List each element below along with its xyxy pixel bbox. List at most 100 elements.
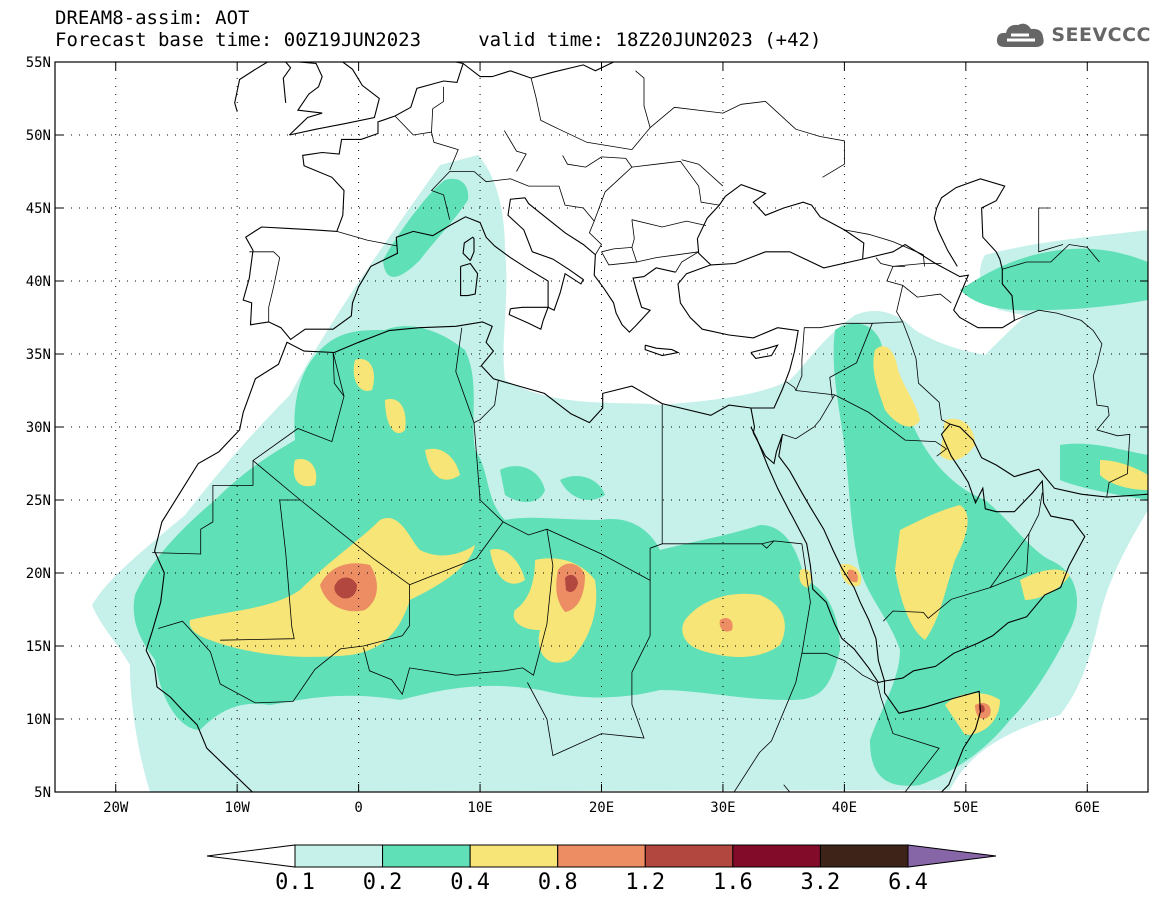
- country-border: [363, 529, 554, 696]
- coastline: [242, 62, 676, 341]
- country-border: [527, 580, 651, 757]
- map-area: [55, 62, 1148, 792]
- coastline: [145, 650, 267, 792]
- country-border: [431, 86, 444, 133]
- y-tick-label: 35N: [26, 347, 51, 363]
- country-border: [631, 219, 706, 228]
- coastline: [750, 407, 1148, 682]
- colorbar-label: 0.8: [538, 870, 578, 895]
- country-border: [829, 321, 903, 398]
- colorbar-lower-arrow: [206, 844, 296, 868]
- colorbar-segment: [557, 844, 646, 868]
- country-border: [1014, 309, 1131, 498]
- colorbar-label: 1.2: [625, 870, 665, 895]
- country-border: [562, 155, 633, 168]
- colorbar-upper-arrow: [907, 844, 997, 868]
- country-border: [530, 70, 651, 151]
- y-tick-label: 50N: [26, 128, 51, 144]
- coastline: [644, 344, 680, 357]
- coastline: [750, 426, 885, 684]
- country-border: [785, 381, 797, 391]
- coastline: [750, 344, 779, 359]
- colorbar-label: 6.4: [888, 870, 928, 895]
- y-tick-label: 15N: [26, 639, 51, 655]
- coastline: [462, 236, 475, 261]
- colorbar-label: 1.6: [713, 870, 753, 895]
- country-border: [902, 321, 951, 425]
- country-border: [503, 130, 527, 172]
- country-border: [332, 352, 345, 397]
- country-border: [681, 159, 724, 187]
- country-border: [783, 682, 940, 792]
- x-tick-label: 0: [354, 800, 362, 816]
- country-border: [761, 540, 775, 549]
- colorbar-segment: [469, 844, 559, 868]
- country-border: [636, 251, 699, 263]
- country-border: [883, 532, 1030, 622]
- map-title: DREAM8-assim: AOT: [55, 7, 250, 29]
- colorbar-label: 3.2: [801, 870, 841, 895]
- x-tick-label: 60E: [1075, 800, 1100, 816]
- colorbar-label: 0.2: [363, 870, 403, 895]
- country-border: [795, 322, 873, 391]
- coastline: [883, 681, 981, 792]
- coastlines-and-borders: [145, 62, 1148, 792]
- coastline: [289, 62, 323, 136]
- y-tick-label: 40N: [26, 274, 51, 290]
- country-border: [675, 251, 699, 273]
- coastline: [289, 62, 380, 136]
- colorbar: 0.1 0.2 0.4 0.8 1.2 1.6 3.2 6.4: [206, 844, 997, 895]
- country-border: [249, 251, 281, 322]
- country-border: [473, 380, 499, 423]
- coastline: [234, 62, 268, 112]
- x-tick-label: 10W: [225, 800, 251, 816]
- country-border: [1038, 207, 1064, 253]
- country-border: [801, 652, 878, 683]
- y-tick-label: 5N: [34, 785, 51, 801]
- country-border: [158, 460, 410, 704]
- y-tick-label: 10N: [26, 712, 51, 728]
- coastline: [508, 306, 549, 330]
- logo-text: SEEVCCC: [1051, 24, 1151, 46]
- country-border: [844, 229, 925, 267]
- country-border: [409, 327, 504, 586]
- country-border: [875, 257, 906, 267]
- country-border: [1028, 492, 1043, 534]
- country-border: [896, 285, 904, 323]
- y-tick-label: 25N: [26, 493, 51, 509]
- country-border: [593, 160, 720, 222]
- x-tick-label: 20E: [589, 800, 614, 816]
- colorbar-segment: [644, 844, 734, 868]
- aot-level-1-2: [334, 574, 985, 713]
- coastline: [145, 251, 863, 651]
- country-border: [220, 499, 301, 641]
- x-tick-label: 30E: [710, 800, 735, 816]
- country-border: [394, 115, 459, 171]
- x-tick-label: 20W: [103, 800, 129, 816]
- x-tick-label: 10E: [467, 800, 492, 816]
- x-tick-label: 40E: [832, 800, 857, 816]
- country-border: [886, 263, 952, 304]
- country-border: [631, 219, 635, 248]
- colorbar-segment: [294, 844, 384, 868]
- country-border: [782, 394, 836, 440]
- seevccc-logo: SEEVCCC: [995, 20, 1151, 50]
- cloud-icon: [997, 23, 1044, 47]
- coastline: [282, 62, 292, 103]
- axis-ticks: 20W 10W 0 10E 20E 30E 40E 50E 60E 55N 50N 45N 40N 35N…: [26, 55, 1148, 816]
- colorbar-label: 0.4: [450, 870, 490, 895]
- country-border: [336, 231, 398, 247]
- colorbar-segment: [819, 844, 909, 868]
- colorbar-segment: [382, 844, 471, 868]
- aot-contours: [92, 155, 1148, 792]
- country-border: [1002, 244, 1100, 270]
- colorbar-segment: [732, 844, 821, 868]
- country-border: [430, 171, 603, 255]
- forecast-time-line: Forecast base time: 00Z19JUN2023 valid t…: [55, 29, 822, 51]
- lat-lon-grid: [55, 62, 1148, 792]
- country-border: [733, 543, 811, 792]
- country-border: [649, 100, 845, 178]
- y-tick-label: 45N: [26, 201, 51, 217]
- y-tick-label: 30N: [26, 420, 51, 436]
